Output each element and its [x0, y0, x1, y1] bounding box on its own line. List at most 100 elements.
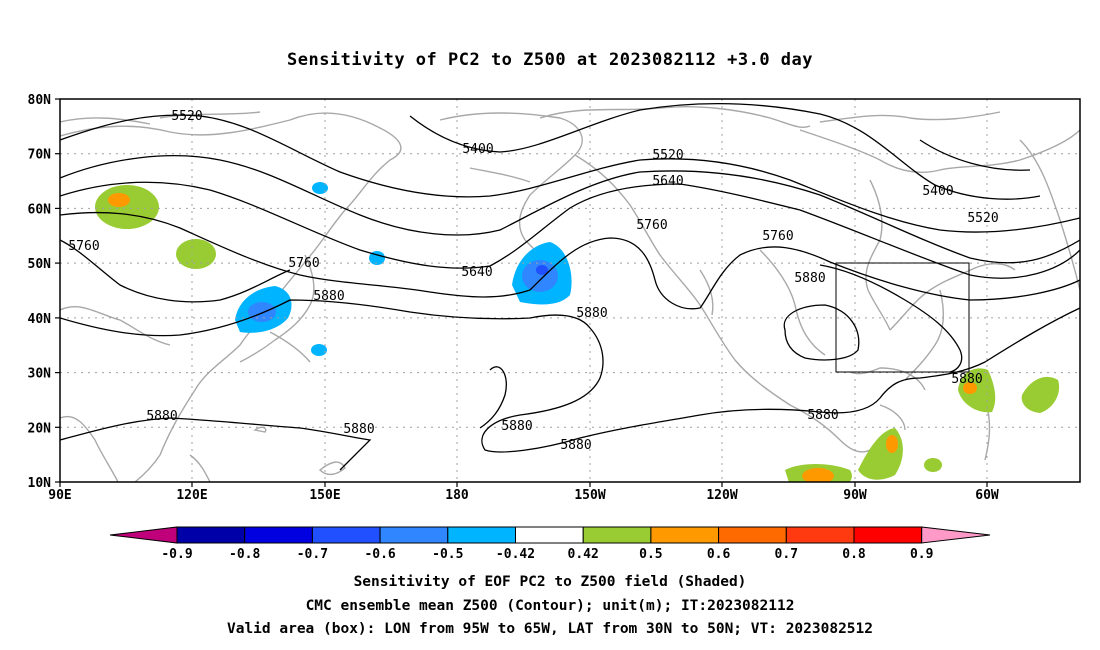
colorbar-label: 0.5	[639, 547, 662, 562]
contour-label: 5880	[146, 409, 177, 424]
lat-label: 30N	[28, 367, 52, 382]
colorbar-label: 0.8	[842, 547, 866, 562]
latitude-labels: 80N 70N 60N 50N 40N 30N 20N 10N	[28, 93, 52, 491]
colorbar-bin	[650, 526, 720, 544]
lat-label: 80N	[28, 93, 52, 108]
contour-5400-inner	[919, 139, 1031, 171]
lon-label: 60W	[975, 488, 999, 503]
contour-label: 5760	[636, 218, 667, 233]
lon-label: 150E	[309, 488, 340, 503]
contour-5880-west	[60, 417, 372, 471]
contour-5640	[60, 181, 1080, 279]
contour-label: 5880	[313, 289, 344, 304]
shade-positive	[176, 239, 216, 269]
contour-labels: 5520 5400 5520 5640 5400 5520 5760 5760 …	[68, 109, 998, 453]
lat-label: 40N	[28, 312, 52, 327]
contour-label: 5400	[922, 184, 953, 199]
lon-label: 90W	[843, 488, 867, 503]
contour-label: 5880	[560, 438, 591, 453]
contour-5880-hi	[783, 304, 860, 361]
caption-line-2: CMC ensemble mean Z500 (Contour); unit(m…	[305, 598, 795, 614]
contour-5400	[409, 102, 1041, 200]
colorbar-bin	[785, 526, 855, 544]
figure-title: Sensitivity of PC2 to Z500 at 2023082112…	[286, 50, 813, 70]
colorbar-labels: -0.9 -0.8 -0.7 -0.6 -0.5 -0.42 0.42 0.5 …	[161, 547, 933, 562]
shade-positive	[1021, 376, 1060, 413]
contour-label: 5760	[288, 256, 319, 271]
colorbar-high-arrow	[921, 526, 991, 544]
colorbar	[109, 526, 991, 544]
valid-area-box	[835, 262, 970, 373]
shade-negative	[369, 251, 385, 265]
colorbar-label: -0.7	[297, 547, 328, 562]
lat-label: 70N	[28, 148, 52, 163]
shade-positive-peak	[108, 193, 130, 207]
contour-label: 5880	[807, 408, 838, 423]
colorbar-bin	[515, 526, 584, 544]
colorbar-label: 0.9	[910, 547, 933, 562]
contour-label: 5760	[68, 239, 99, 254]
colorbar-label: -0.42	[496, 547, 535, 562]
colorbar-label: 0.42	[568, 547, 599, 562]
contour-5520	[60, 114, 1080, 233]
colorbar-label: 0.6	[707, 547, 731, 562]
colorbar-bin	[311, 526, 381, 544]
contour-label: 5640	[652, 174, 683, 189]
shade-negative	[312, 182, 328, 194]
shade-positive-peak	[886, 435, 898, 453]
colorbar-bin	[853, 526, 923, 544]
lat-label: 10N	[28, 476, 52, 491]
shade-positive	[858, 428, 903, 480]
shade-positive	[958, 368, 996, 413]
contour-label: 5520	[652, 148, 683, 163]
z500-contours	[60, 102, 1080, 471]
lat-label: 20N	[28, 421, 52, 436]
shade-negative-core	[522, 260, 558, 292]
colorbar-label: -0.8	[229, 547, 260, 562]
sensitivity-shading	[95, 182, 1060, 482]
colorbar-label: -0.5	[432, 547, 463, 562]
lat-label: 60N	[28, 202, 52, 217]
lon-label: 150W	[574, 488, 605, 503]
lon-label: 180	[445, 488, 469, 503]
colorbar-bin	[718, 526, 787, 544]
colorbar-label: -0.9	[161, 547, 192, 562]
colorbar-bin	[582, 526, 652, 544]
shade-positive-peak	[963, 382, 977, 394]
colorbar-bin	[379, 526, 449, 544]
caption-line-1: Sensitivity of EOF PC2 to Z500 field (Sh…	[353, 574, 747, 590]
contour-5760	[60, 211, 1080, 310]
colorbar-low-arrow	[109, 526, 178, 544]
colorbar-label: 0.7	[775, 547, 798, 562]
contour-5880-pac	[479, 366, 507, 429]
contour-label: 5880	[794, 271, 825, 286]
tick-marks	[55, 98, 988, 487]
gridlines	[60, 99, 1080, 482]
colorbar-bin	[447, 526, 516, 544]
contour-label: 5880	[501, 419, 532, 434]
contour-label: 5880	[343, 422, 374, 437]
map-frame	[59, 98, 1081, 483]
contour-label: 5520	[171, 109, 202, 124]
colorbar-label: -0.6	[364, 547, 395, 562]
lon-label: 120W	[706, 488, 737, 503]
lat-label: 50N	[28, 257, 52, 272]
shade-positive	[95, 185, 159, 229]
shade-negative-peak	[536, 265, 548, 275]
contour-label: 5880	[951, 372, 982, 387]
contour-5760-west	[60, 239, 291, 303]
contour-5520b	[60, 155, 1080, 264]
lon-label: 120E	[176, 488, 207, 503]
contour-label: 5760	[762, 229, 793, 244]
caption-line-3: Valid area (box): LON from 95W to 65W, L…	[226, 621, 873, 637]
shade-positive-peak	[802, 468, 834, 482]
contour-5880-east	[819, 264, 963, 373]
longitude-labels: 90E 120E 150E 180 150W 120W 90W 60W	[48, 488, 999, 503]
shade-negative	[311, 344, 327, 356]
contour-label: 5400	[462, 142, 493, 157]
colorbar-bin	[244, 526, 313, 544]
contour-label: 5640	[461, 265, 492, 280]
shade-positive	[924, 458, 942, 472]
contour-label: 5880	[576, 306, 607, 321]
